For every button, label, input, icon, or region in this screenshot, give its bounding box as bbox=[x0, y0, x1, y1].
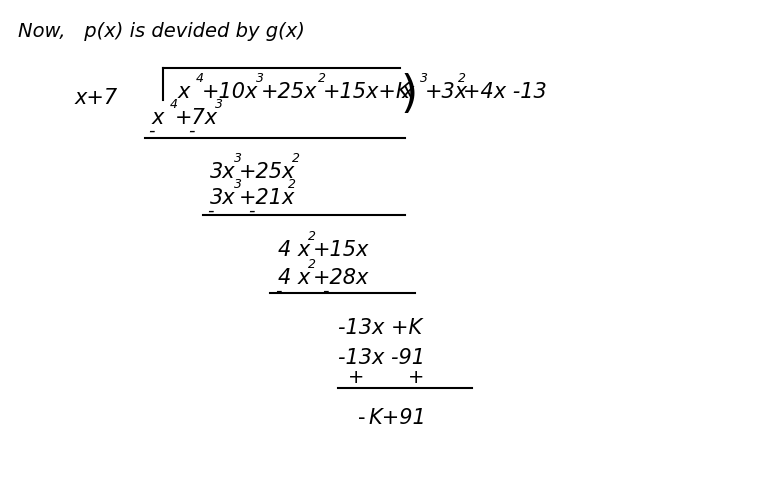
Text: -: - bbox=[248, 202, 255, 220]
Text: 3: 3 bbox=[256, 72, 264, 85]
Text: -13x -91: -13x -91 bbox=[338, 348, 425, 368]
Text: +28x: +28x bbox=[313, 268, 369, 288]
Text: 3x: 3x bbox=[210, 162, 235, 182]
Text: 2: 2 bbox=[288, 178, 296, 191]
Text: +3x: +3x bbox=[425, 82, 468, 102]
Text: 3: 3 bbox=[234, 152, 242, 165]
Text: 2: 2 bbox=[458, 72, 466, 85]
Text: K+91: K+91 bbox=[368, 408, 425, 428]
Text: +15x: +15x bbox=[313, 240, 369, 260]
Text: +25x: +25x bbox=[261, 82, 317, 102]
Text: +: + bbox=[408, 368, 425, 387]
Text: +25x: +25x bbox=[239, 162, 296, 182]
Text: 3: 3 bbox=[215, 98, 223, 111]
Text: Now,   p(x) is devided by g(x): Now, p(x) is devided by g(x) bbox=[18, 22, 305, 41]
Text: 4: 4 bbox=[170, 98, 178, 111]
Text: 2: 2 bbox=[318, 72, 326, 85]
Text: 2: 2 bbox=[308, 230, 316, 243]
Text: +21x: +21x bbox=[239, 188, 296, 208]
Text: x+7: x+7 bbox=[75, 88, 118, 108]
Text: ): ) bbox=[400, 73, 417, 116]
Text: 4 x: 4 x bbox=[278, 268, 310, 288]
Text: -: - bbox=[275, 282, 282, 300]
Text: +10x: +10x bbox=[202, 82, 259, 102]
Text: +4x -13: +4x -13 bbox=[463, 82, 547, 102]
Text: 3x: 3x bbox=[210, 188, 235, 208]
Text: -13x +K: -13x +K bbox=[338, 318, 422, 338]
Text: x: x bbox=[152, 108, 164, 128]
Text: 3: 3 bbox=[234, 178, 242, 191]
Text: x: x bbox=[178, 82, 191, 102]
Text: -: - bbox=[188, 122, 195, 140]
Text: 2: 2 bbox=[308, 258, 316, 271]
Text: 4 x: 4 x bbox=[278, 240, 310, 260]
Text: -: - bbox=[322, 282, 329, 300]
Text: 3: 3 bbox=[420, 72, 428, 85]
Text: -: - bbox=[148, 122, 154, 140]
Text: 4: 4 bbox=[196, 72, 204, 85]
Text: +: + bbox=[348, 368, 364, 387]
Text: 2: 2 bbox=[292, 152, 300, 165]
Text: +15x+K: +15x+K bbox=[323, 82, 411, 102]
Text: x: x bbox=[402, 82, 415, 102]
Text: +7x: +7x bbox=[175, 108, 218, 128]
Text: -: - bbox=[207, 202, 214, 220]
Text: -: - bbox=[358, 408, 365, 428]
